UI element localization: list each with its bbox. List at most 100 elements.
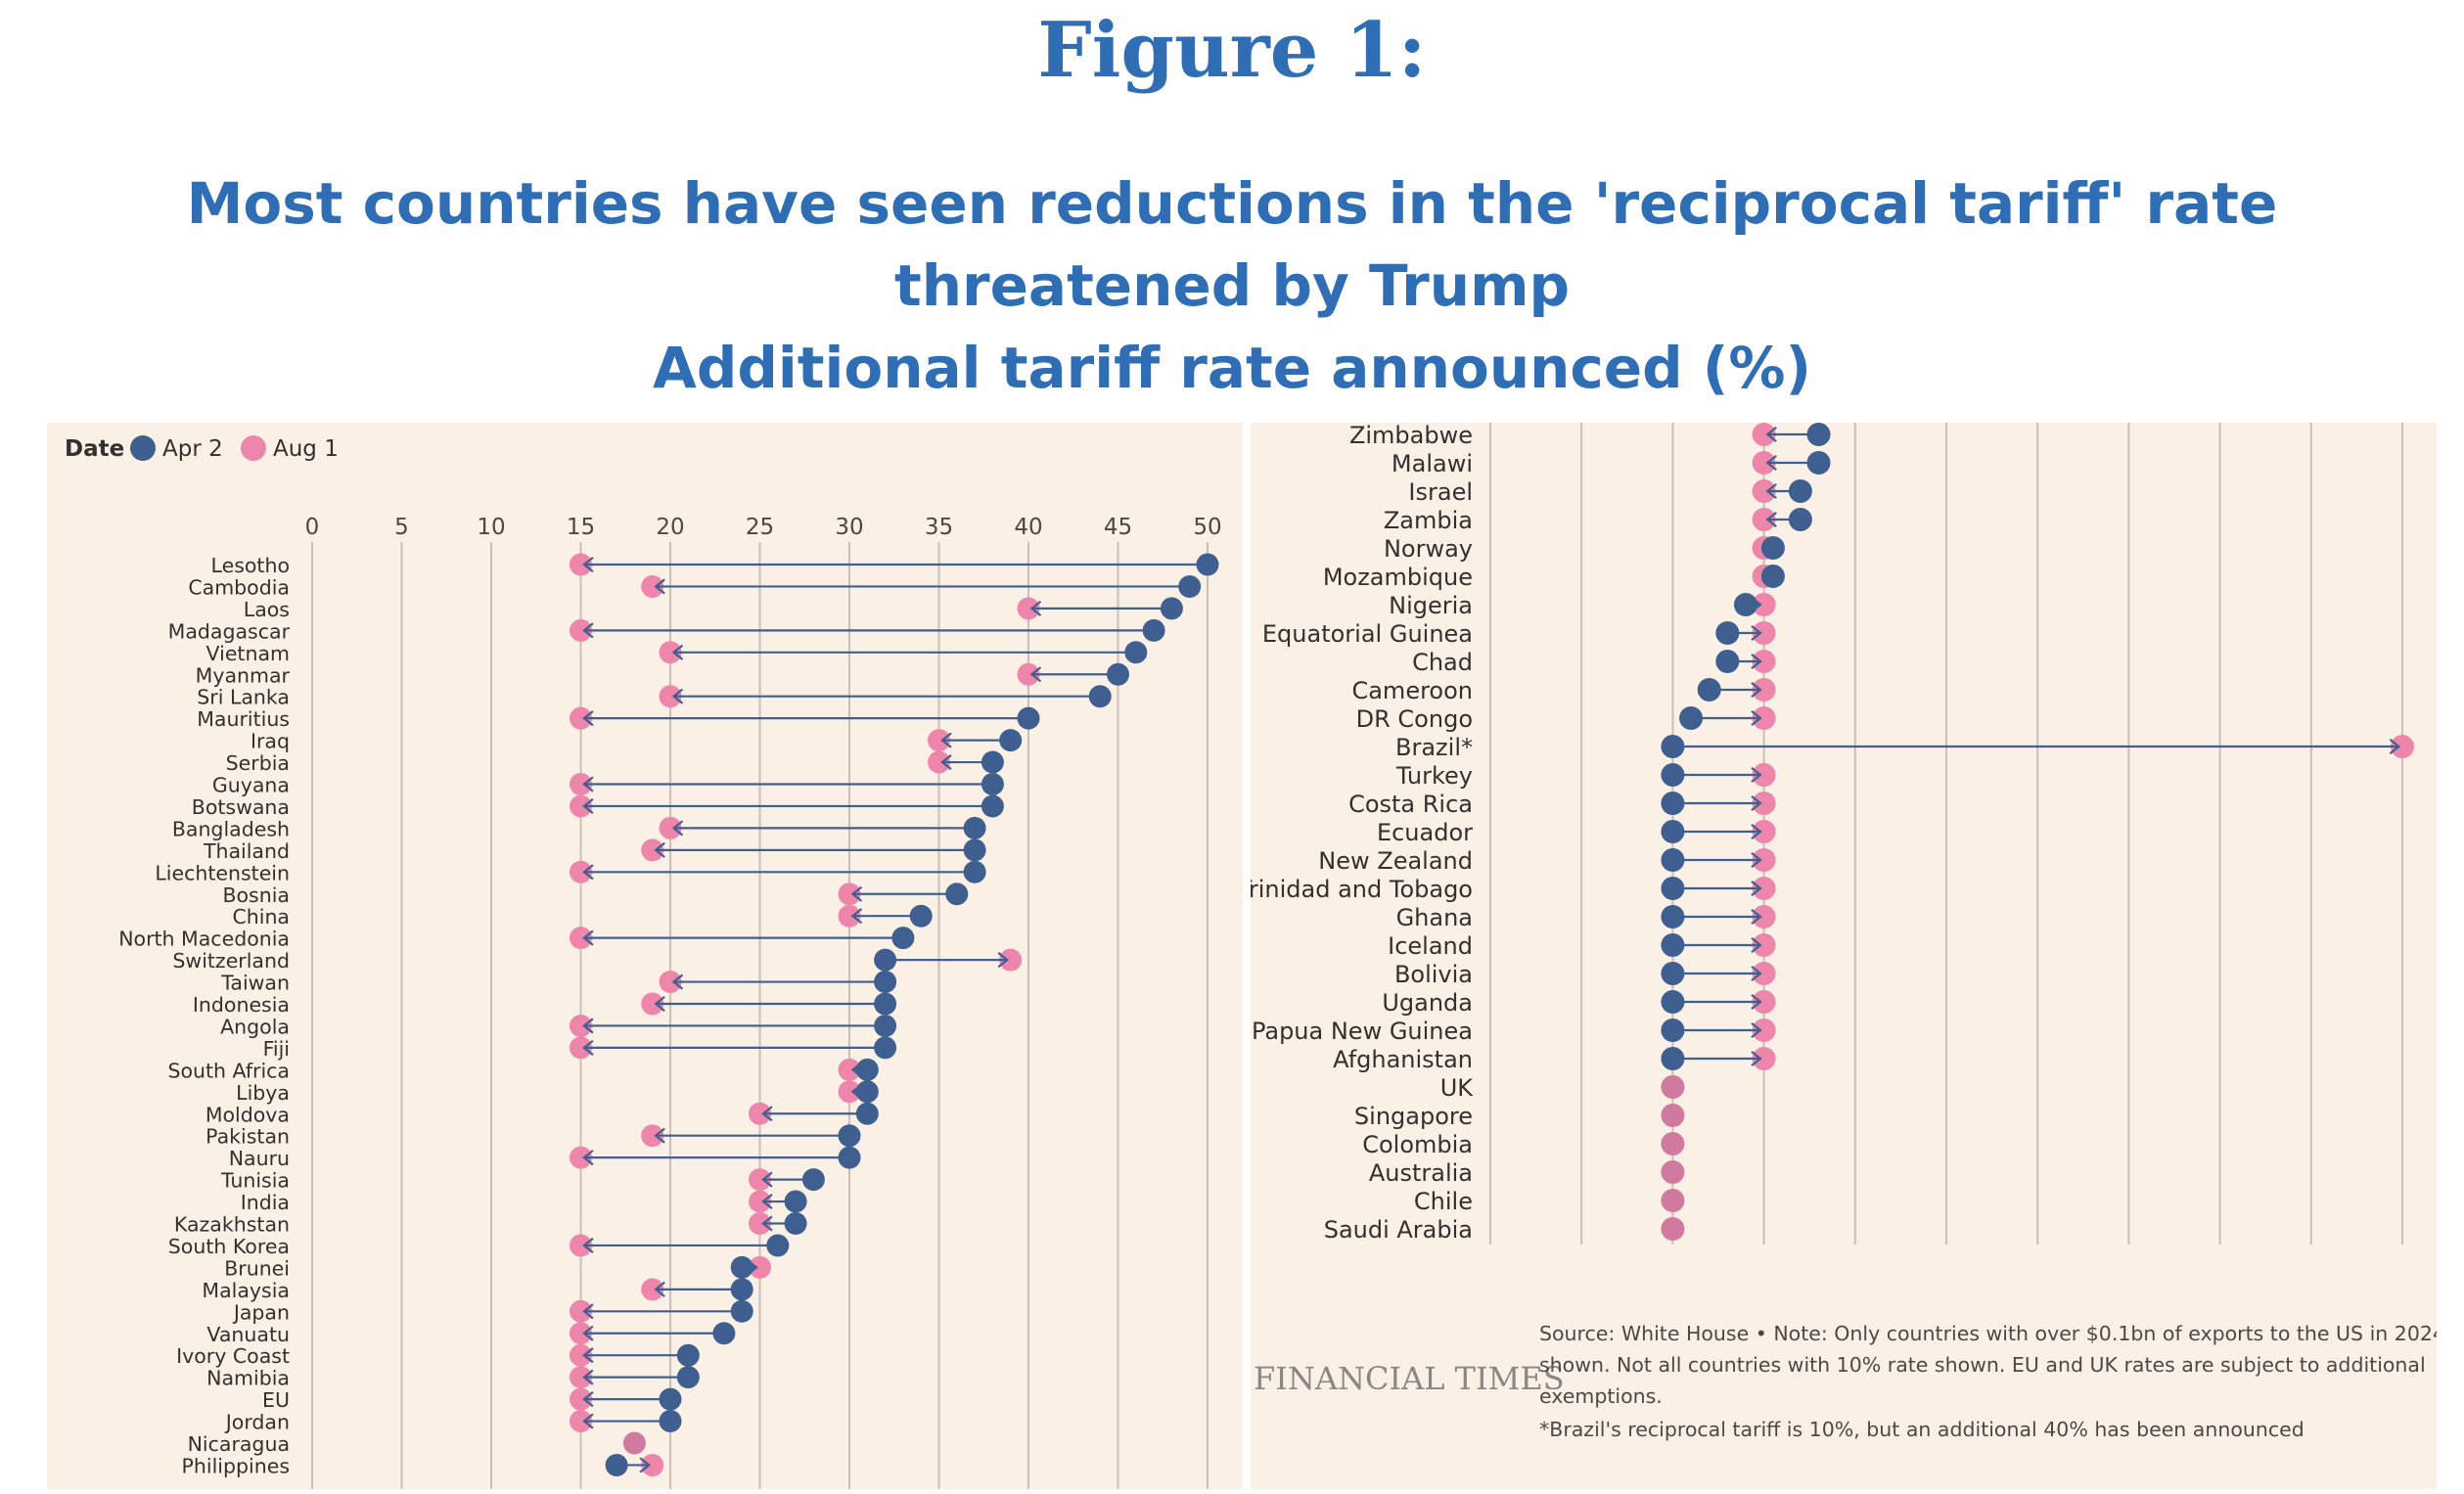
country-label: Malaysia	[202, 1279, 290, 1302]
country-label: South Korea	[168, 1235, 290, 1258]
row-nauru: Nauru	[229, 1146, 861, 1170]
aug-dot	[838, 904, 861, 928]
country-label: Libya	[236, 1081, 290, 1105]
source-note-line-2: shown. Not all countries with 10% rate s…	[1539, 1353, 2426, 1377]
left-dumbbell-chart: Date Apr 2 Aug 1 0 5 10 15 20 25 30 35 40 45 50 Le…	[65, 435, 1222, 1489]
aug-dot	[1752, 877, 1776, 900]
aug-dot	[999, 948, 1023, 972]
change-arrowhead	[582, 864, 594, 881]
aug-dot	[570, 1234, 592, 1257]
change-arrowhead	[761, 1193, 773, 1210]
change-arrowhead	[671, 973, 684, 990]
country-label: India	[241, 1191, 290, 1214]
row-tunisia: Tunisia	[220, 1168, 825, 1193]
row-afghanistan: Afghanistan	[1333, 1046, 1776, 1073]
row-nicaragua: Nicaragua	[188, 1431, 646, 1456]
country-label: Ecuador	[1377, 819, 1473, 846]
change-arrowhead	[1751, 1021, 1762, 1039]
row-nigeria: Nigeria	[1389, 592, 1776, 619]
row-guyana: Guyana	[212, 773, 1004, 797]
aug-dot	[641, 1453, 664, 1476]
row-vanuatu: Vanuatu	[206, 1322, 736, 1346]
x-tick-label: 50	[1193, 515, 1221, 540]
row-ecuador: Ecuador	[1377, 819, 1776, 846]
aug-dot	[1752, 650, 1776, 673]
country-label: Papua New Guinea	[1252, 1018, 1473, 1045]
change-arrowhead	[582, 622, 594, 639]
change-arrowhead	[1751, 851, 1762, 869]
change-arrowhead	[1029, 666, 1042, 683]
aug-dot	[570, 1146, 592, 1169]
x-tick-label: 15	[567, 515, 595, 540]
row-indonesia: Indonesia	[193, 992, 897, 1017]
headline-line-1: Most countries have seen reductions in t…	[186, 170, 2278, 237]
apr-dot	[1697, 678, 1721, 702]
aug-dot	[641, 992, 664, 1016]
change-arrowhead	[1765, 567, 1777, 585]
row-south-africa: South Africa	[167, 1058, 879, 1082]
country-label: South Africa	[167, 1059, 290, 1082]
left-gridlines	[311, 542, 1209, 1489]
source-note-line-3: exemptions.	[1539, 1384, 1663, 1408]
aug-dot	[570, 1036, 592, 1060]
legend-title: Date	[65, 436, 124, 462]
aug-dot	[1752, 593, 1776, 616]
aug-dot	[1752, 508, 1776, 531]
legend: Date Apr 2 Aug 1	[65, 435, 339, 462]
aug-dot	[2391, 735, 2414, 758]
change-arrowhead	[1751, 880, 1762, 897]
aug-dot	[570, 1014, 592, 1037]
row-jordan: Jordan	[224, 1410, 682, 1434]
change-arrowhead	[1751, 766, 1762, 784]
country-label: Nauru	[229, 1147, 290, 1170]
row-ghana: Ghana	[1396, 904, 1776, 931]
row-norway: Norway	[1384, 535, 1785, 563]
row-papua-new-guinea: Papua New Guinea	[1252, 1018, 1776, 1045]
aug-dot	[749, 1212, 771, 1235]
aug-dot	[570, 1343, 592, 1367]
change-arrowhead	[582, 1391, 594, 1408]
country-label: Japan	[232, 1300, 290, 1324]
change-arrowhead	[850, 1062, 863, 1078]
change-arrowhead	[1751, 1050, 1762, 1067]
country-label: Pakistan	[205, 1125, 290, 1149]
change-arrowhead	[671, 688, 684, 704]
aug-dot	[928, 750, 950, 774]
aug-dot	[928, 729, 950, 752]
country-label: Vietnam	[206, 642, 290, 665]
source-note-line-1: Source: White House • Note: Only countri…	[1539, 1322, 2437, 1345]
country-label: Vanuatu	[206, 1323, 290, 1346]
right-dumbbell-chart: ZimbabweMalawiIsraelZambiaNorwayMozambiq…	[1237, 422, 2445, 1441]
row-saudi-arabia: Saudi Arabia	[1324, 1216, 1685, 1244]
equal-dot	[1661, 1189, 1685, 1212]
change-arrowhead	[1765, 511, 1777, 528]
aug-dot	[749, 1190, 771, 1213]
country-label: Trinidad and Tobago	[1251, 876, 1473, 903]
x-tick-label: 5	[394, 515, 409, 540]
aug-dot	[1752, 678, 1776, 702]
change-arrowhead	[582, 710, 594, 727]
change-arrowhead	[1751, 993, 1762, 1011]
row-zambia: Zambia	[1384, 507, 1812, 534]
country-label: New Zealand	[1318, 847, 1473, 875]
country-label: Afghanistan	[1333, 1046, 1473, 1073]
country-label: Thailand	[203, 839, 290, 863]
row-india: India	[241, 1190, 807, 1214]
row-bosnia: Bosnia	[222, 883, 969, 907]
change-arrowhead	[997, 952, 1010, 969]
country-label: Nicaragua	[188, 1432, 290, 1456]
country-label: Indonesia	[193, 993, 290, 1017]
row-namibia: Namibia	[206, 1366, 700, 1390]
row-bangladesh: Bangladesh	[172, 816, 986, 840]
equal-dot	[622, 1431, 646, 1455]
row-madagascar: Madagascar	[168, 618, 1165, 643]
aug-dot	[1752, 933, 1776, 957]
row-turkey: Turkey	[1395, 762, 1776, 790]
country-label: Ghana	[1396, 904, 1473, 931]
country-label: Lesotho	[211, 554, 290, 577]
row-mauritius: Mauritius	[197, 706, 1040, 731]
row-zimbabwe: Zimbabwe	[1349, 422, 1831, 449]
row-south-korea: South Korea	[168, 1234, 790, 1258]
country-label: Bolivia	[1394, 961, 1473, 988]
change-arrowhead	[582, 929, 594, 946]
